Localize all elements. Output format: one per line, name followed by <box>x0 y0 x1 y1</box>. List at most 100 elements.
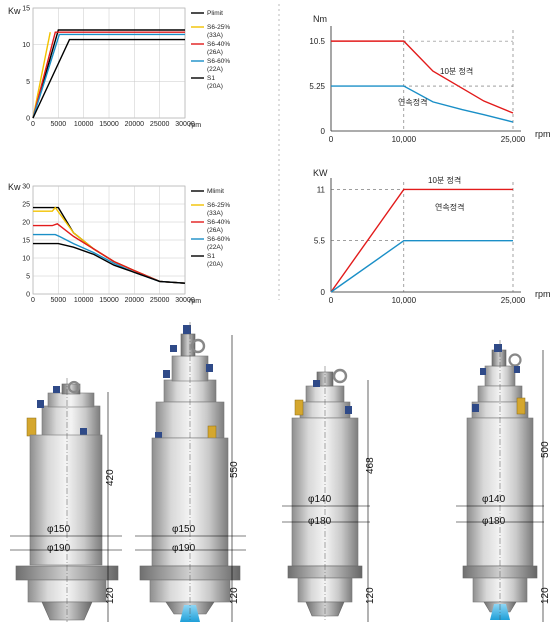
x-tick-label: 5000 <box>51 297 67 304</box>
y-tick-label: 10.5 <box>309 37 325 46</box>
x-tick-label: 30000 <box>175 121 195 128</box>
dim-height-top: 500 <box>540 441 551 458</box>
legend-label: S6-40% <box>207 41 230 48</box>
legend-label: S6-25% <box>207 202 230 209</box>
y-tick-label: 0 <box>321 288 326 297</box>
series-line <box>32 29 185 119</box>
dim-diameter-upper: φ140 <box>308 494 332 505</box>
dim-diameter-lower: φ180 <box>308 516 332 527</box>
y-tick-label: 5 <box>26 274 30 281</box>
spindle-drawing-1: φ150 φ190 420 120 <box>10 378 122 622</box>
eye-bolt-icon <box>508 353 522 367</box>
c4-xlabel: rpm <box>535 289 551 299</box>
c4-ylabel: KW <box>313 168 328 178</box>
connector-icon <box>207 425 217 440</box>
legend-label: Plimit <box>207 10 223 17</box>
port-fitting-icon <box>494 344 502 352</box>
spindle-top-stem <box>61 383 81 395</box>
port-fitting-icon <box>163 370 170 378</box>
x-tick-label: 25000 <box>150 297 170 304</box>
eye-bolt-icon <box>67 380 81 394</box>
dim-height-bottom: 120 <box>365 587 376 604</box>
legend-label: (33A) <box>207 210 223 217</box>
dim-diameter-lower: φ190 <box>172 543 196 554</box>
x-tick-label: 0 <box>31 297 35 304</box>
power-chart-2: Kw rpm 0 5000 10000 15000 20000 25000 30000 0 5 1… <box>8 182 230 305</box>
dim-height-bottom: 120 <box>229 587 240 604</box>
series-line <box>32 31 185 119</box>
x-tick-label: 25,000 <box>501 135 526 144</box>
eye-bolt-icon <box>190 338 206 354</box>
c1-xlabel: rpm <box>189 122 201 129</box>
x-tick-label: 15000 <box>99 121 119 128</box>
y-tick-label: 5 <box>26 79 30 86</box>
spindle-top-stem <box>491 349 507 367</box>
y-tick-label: 5.5 <box>314 237 326 246</box>
series-line <box>32 32 51 119</box>
c3-ylabel: Kw <box>8 182 21 192</box>
legend-label: Mlimit <box>207 188 224 195</box>
series-line <box>33 242 186 284</box>
y-tick-label: 11 <box>317 185 326 194</box>
port-fitting-icon <box>170 345 177 352</box>
y-tick-label: 0 <box>26 292 30 299</box>
port-fitting-icon <box>37 400 44 408</box>
power-chart-3: KW rpm 0 10,000 25,000 0 5.5 11 10분 정격 연속정격 <box>313 168 551 305</box>
connector-icon <box>516 397 526 415</box>
port-fitting-icon <box>345 406 352 414</box>
x-tick-label: 0 <box>329 135 334 144</box>
y-tick-label: 0 <box>26 116 30 123</box>
spindle-cap <box>47 392 95 408</box>
spindle-drawing-3: φ140 φ180 468 120 <box>282 366 376 622</box>
eye-bolt-icon <box>332 368 348 384</box>
connector-icon <box>26 417 37 437</box>
c4-series-label-red: 10분 정격 <box>428 175 461 185</box>
x-tick-label: 25000 <box>150 121 170 128</box>
series-line <box>330 188 513 293</box>
c2-series-label-red: 10분 정격 <box>440 66 473 76</box>
x-tick-label: 30000 <box>175 297 195 304</box>
port-fitting-icon <box>183 325 191 334</box>
series-line <box>331 85 514 123</box>
y-tick-label: 0 <box>321 127 326 136</box>
dim-diameter-lower: φ190 <box>47 543 71 554</box>
dim-height-top: 550 <box>229 461 240 478</box>
port-fitting-icon <box>80 428 87 436</box>
dim-diameter-upper: φ150 <box>172 524 196 535</box>
legend-label: S1 <box>207 253 215 260</box>
dim-diameter-upper: φ150 <box>47 524 71 535</box>
x-tick-label: 5000 <box>51 121 67 128</box>
legend-label: S6-60% <box>207 58 230 65</box>
legend-label: (33A) <box>207 32 223 39</box>
x-tick-label: 25,000 <box>501 296 526 305</box>
dim-height-bottom: 120 <box>105 587 116 604</box>
y-tick-label: 25 <box>22 202 30 209</box>
power-chart-1: Kw rpm 0 5000 10000 15000 20000 25000 30000 0 5 1… <box>8 6 230 130</box>
legend-label: S6-25% <box>207 24 230 31</box>
y-tick-label: 10 <box>22 42 30 49</box>
port-fitting-icon <box>514 366 520 373</box>
port-fitting-icon <box>155 432 162 439</box>
c2-series-label-blue: 연속정격 <box>398 97 427 107</box>
legend-label: (22A) <box>207 244 223 251</box>
legend-label: S1 <box>207 75 215 82</box>
legend-label: S6-40% <box>207 219 230 226</box>
c4-series-label-blue: 연속정격 <box>435 202 464 212</box>
x-tick-label: 0 <box>329 296 334 305</box>
legend-label: (26A) <box>207 227 223 234</box>
port-fitting-icon <box>206 364 213 372</box>
y-tick-label: 20 <box>22 220 30 227</box>
legend-label: S6-60% <box>207 236 230 243</box>
spindle-upper-housing <box>41 405 101 437</box>
x-tick-label: 20000 <box>125 121 145 128</box>
x-tick-label: 10000 <box>74 121 94 128</box>
dim-height-top: 468 <box>365 457 376 474</box>
dim-height-top: 420 <box>105 469 116 486</box>
x-tick-label: 0 <box>31 121 35 128</box>
c2-xlabel: rpm <box>535 129 551 139</box>
port-fitting-icon <box>313 380 320 387</box>
y-tick-label: 10 <box>22 256 30 263</box>
x-tick-label: 10000 <box>74 297 94 304</box>
legend-label: (20A) <box>207 83 223 90</box>
